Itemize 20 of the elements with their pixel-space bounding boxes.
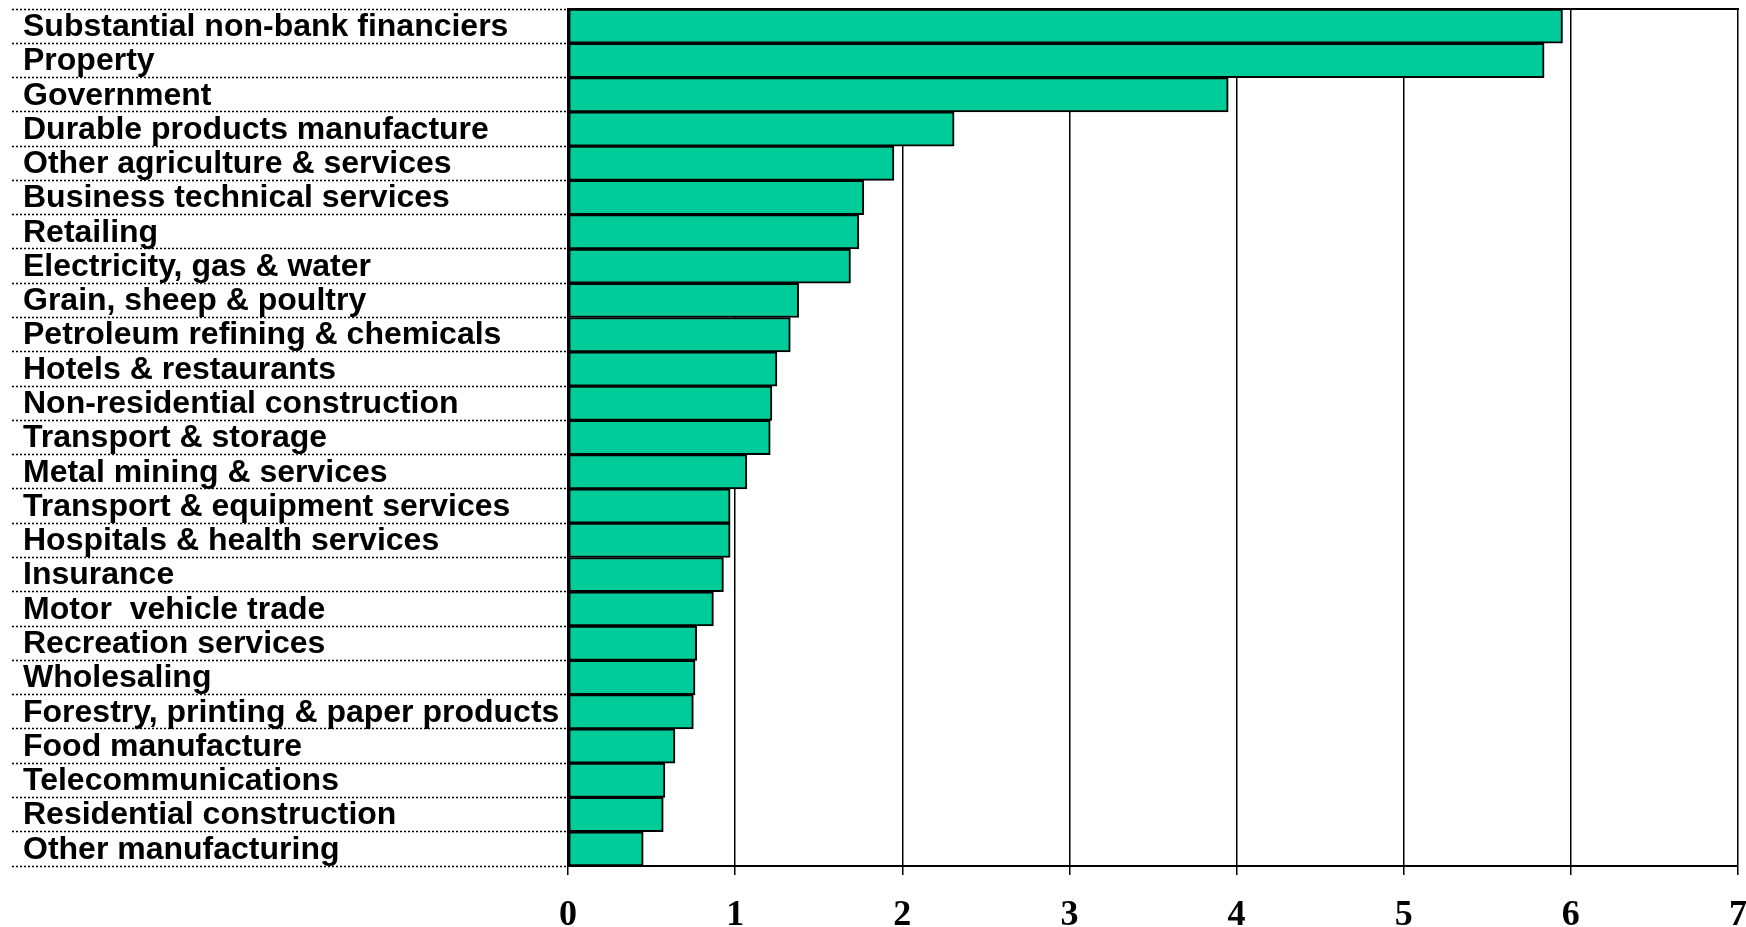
x-tick-label: 5 xyxy=(1394,892,1413,927)
x-tick-label: 2 xyxy=(893,892,912,927)
y-tick-label: Other manufacturing xyxy=(23,829,340,866)
x-tick-label: 1 xyxy=(726,892,745,927)
y-tick-label: Motor vehicle trade xyxy=(23,589,326,626)
x-tick-label: 0 xyxy=(559,892,577,927)
x-tick-label: 6 xyxy=(1561,892,1580,927)
x-tick-label: 4 xyxy=(1227,892,1246,927)
y-tick-label: Durable products manufacture xyxy=(23,109,489,146)
y-tick-label: Non-residential construction xyxy=(23,384,459,421)
y-tick-label: Retailing xyxy=(23,212,159,249)
y-tick-label: Residential construction xyxy=(23,795,397,832)
y-tick-label: Wholesaling xyxy=(23,658,212,695)
x-tick-label: 3 xyxy=(1060,892,1079,927)
x-tick-label: 7 xyxy=(1729,892,1746,927)
y-tick-label: Transport & storage xyxy=(23,418,328,455)
y-tick-label: Property xyxy=(23,41,155,78)
y-tick-label: Recreation services xyxy=(23,624,326,661)
y-tick-label: Telecommunications xyxy=(23,761,339,798)
y-tick-label: Substantial non-bank financiers xyxy=(23,6,509,43)
